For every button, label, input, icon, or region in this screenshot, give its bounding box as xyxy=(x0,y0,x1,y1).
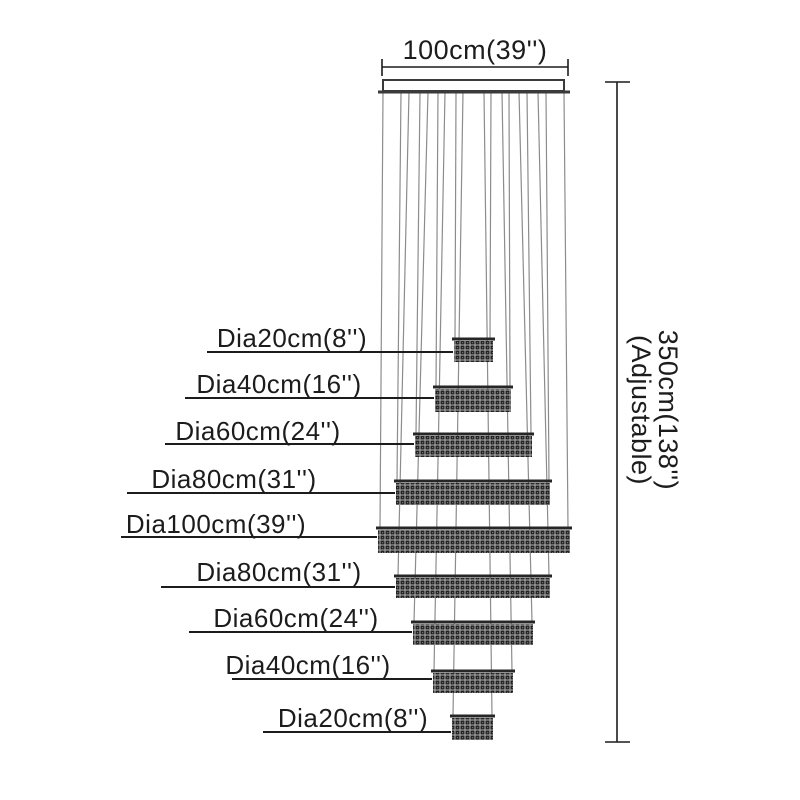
suspension-wire xyxy=(415,91,421,435)
suspension-wire xyxy=(526,91,532,435)
tier-crystal-bar xyxy=(396,483,550,505)
tier-label: Dia80cm(31'') xyxy=(196,557,361,587)
suspension-wire xyxy=(489,91,492,340)
tier-row: Dia100cm(39'') xyxy=(121,509,572,553)
tier-row: Dia40cm(16'') xyxy=(185,369,513,412)
tier-row: Dia80cm(31'') xyxy=(161,557,552,598)
suspension-wire xyxy=(396,91,402,482)
height-value-label: 350cm(138'') xyxy=(653,330,683,490)
suspension-wire xyxy=(545,91,550,482)
height-dimension xyxy=(605,81,630,743)
tier-label: Dia20cm(8'') xyxy=(217,323,367,353)
top-width-dimension xyxy=(381,59,569,76)
tier-row: Dia40cm(16'') xyxy=(225,650,515,693)
tier-label: Dia20cm(8'') xyxy=(278,703,428,733)
tier-label: Dia60cm(24'') xyxy=(175,416,340,446)
tier-crystal-bar xyxy=(396,578,550,598)
suspension-wire xyxy=(379,91,384,529)
tier-crystal-bar xyxy=(378,530,570,553)
tier-crystal-bar xyxy=(452,718,493,740)
suspension-wire xyxy=(435,91,439,388)
suspension-wire xyxy=(508,91,511,388)
tier-row: Dia20cm(8'') xyxy=(207,323,495,362)
tier-label: Dia80cm(31'') xyxy=(151,464,316,494)
tier-row: Dia60cm(24'') xyxy=(189,603,535,645)
tier-row: Dia60cm(24'') xyxy=(165,416,534,457)
tier-label: Dia40cm(16'') xyxy=(225,650,390,680)
height-adjustable-label: (Adjustable) xyxy=(626,335,656,485)
tier-crystal-bar xyxy=(413,624,533,645)
tier-label: Dia40cm(16'') xyxy=(196,369,361,399)
tier-crystal-bar xyxy=(415,436,532,457)
tier-row: Dia20cm(8'') xyxy=(263,703,495,740)
tier-row: Dia80cm(31'') xyxy=(127,464,552,505)
ceiling-plate xyxy=(378,79,570,94)
tier-crystal-bar xyxy=(435,389,511,412)
top-width-label: 100cm(39'') xyxy=(403,35,548,65)
ceiling-canopy-bar xyxy=(382,79,565,92)
tier-label: Dia60cm(24'') xyxy=(213,603,378,633)
tier-crystal-bar xyxy=(454,341,493,362)
suspension-wire xyxy=(454,91,457,340)
suspension-wire xyxy=(563,91,569,529)
tier-crystal-bar xyxy=(433,673,513,693)
tier-label: Dia100cm(39'') xyxy=(126,509,306,539)
